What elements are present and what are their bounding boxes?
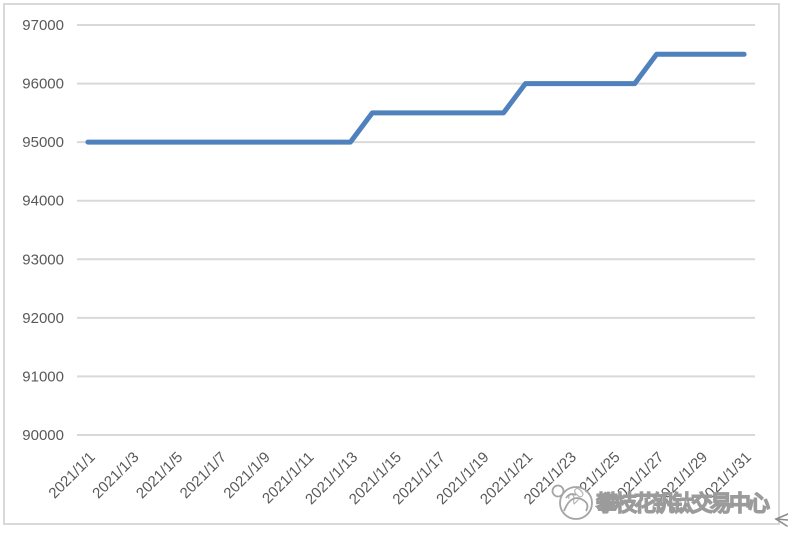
x-axis-tick-label: 2021/1/3: [89, 449, 142, 502]
watermark: 攀枝花钒钛交易中心: [551, 484, 774, 520]
y-axis-tick-label: 90000: [22, 427, 64, 444]
y-axis-tick-label: 93000: [22, 251, 64, 268]
y-axis-labels-group: 97000 96000 95000 94000 93000 92000 91000 90000: [22, 17, 64, 444]
y-axis-tick-label: 95000: [22, 134, 64, 151]
y-axis-tick-label: 91000: [22, 368, 64, 385]
y-axis-tick-label: 97000: [22, 17, 64, 34]
watermark-text: 攀枝花钒钛交易中心: [595, 491, 770, 516]
y-axis-tick-label: 96000: [22, 76, 64, 93]
y-axis-tick-label: 92000: [22, 310, 64, 327]
gridlines-group: [77, 24, 755, 436]
y-axis-tick-label: 94000: [22, 193, 64, 210]
series-group: [85, 51, 747, 145]
price-series-line: [85, 51, 747, 145]
cursor-arrow-icon: [774, 513, 788, 527]
x-axis-tick-label: 2021/1/5: [133, 449, 186, 502]
x-axis-tick-label: 2021/1/1: [45, 449, 98, 502]
watermark-logo-icon: [551, 484, 593, 520]
x-axis-tick-label: 2021/1/7: [177, 449, 230, 502]
